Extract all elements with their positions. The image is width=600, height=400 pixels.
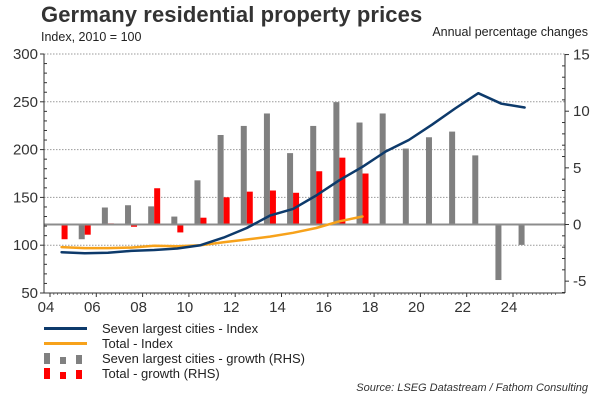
bar-total-growth-2010 bbox=[200, 217, 207, 225]
bar-seven-cities-growth-2024 bbox=[518, 224, 525, 245]
bar-series bbox=[61, 102, 525, 281]
left-tick-label: 50 bbox=[21, 285, 38, 302]
chart-title: Germany residential property prices bbox=[41, 2, 423, 27]
bar-seven-cities-growth-2017 bbox=[356, 122, 363, 225]
x-tick-label: 08 bbox=[130, 299, 147, 316]
bar-seven-cities-growth-2023 bbox=[495, 224, 502, 281]
bar-seven-cities-growth-2011 bbox=[217, 134, 224, 225]
x-tick-label: 20 bbox=[408, 299, 425, 316]
bar-total-growth-2005 bbox=[84, 224, 91, 235]
legend-label: Total - growth (RHS) bbox=[102, 366, 220, 381]
left-axis-label: Index, 2010 = 100 bbox=[41, 30, 142, 44]
right-tick-label: 15 bbox=[573, 47, 590, 64]
gridlines bbox=[44, 53, 565, 246]
total-index-line bbox=[60, 215, 364, 250]
right-tick-label: -5 bbox=[573, 273, 586, 290]
bar-total-growth-2016 bbox=[339, 157, 346, 225]
legend-swatch-red-bars bbox=[44, 366, 94, 381]
legend-swatch-navy-line bbox=[44, 321, 94, 336]
x-tick-label: 24 bbox=[501, 299, 518, 316]
legend-swatch-orange-line bbox=[44, 336, 94, 351]
x-tick-label: 10 bbox=[177, 299, 194, 316]
x-tick-label: 06 bbox=[84, 299, 101, 316]
bar-seven-cities-growth-2005 bbox=[78, 224, 85, 240]
legend-label: Total - Index bbox=[102, 336, 173, 351]
bar-total-growth-2009 bbox=[177, 224, 184, 233]
x-tick-label: 14 bbox=[269, 299, 286, 316]
bar-total-growth-2004 bbox=[61, 224, 68, 240]
bar-seven-cities-growth-2014 bbox=[287, 153, 294, 225]
seven-largest-cities-index-line bbox=[60, 91, 526, 255]
bar-total-growth-2017 bbox=[362, 173, 369, 225]
bar-seven-cities-growth-2009 bbox=[171, 216, 178, 225]
line-series bbox=[60, 91, 526, 255]
bar-seven-cities-growth-2015 bbox=[310, 125, 317, 225]
bar-seven-cities-growth-2019 bbox=[402, 148, 409, 225]
bar-seven-cities-growth-2008 bbox=[148, 206, 155, 225]
legend-item-seven-cities-index: Seven largest cities - Index bbox=[44, 321, 305, 336]
right-axis-label: Annual percentage changes bbox=[432, 25, 588, 39]
bar-seven-cities-growth-2006 bbox=[101, 207, 108, 225]
left-tick-label: 200 bbox=[13, 142, 38, 159]
bar-seven-cities-growth-2016 bbox=[333, 102, 340, 225]
legend-label: Seven largest cities - growth (RHS) bbox=[102, 351, 306, 366]
left-tick-label: 150 bbox=[13, 189, 38, 206]
bar-seven-cities-growth-2020 bbox=[425, 137, 432, 225]
right-tick-label: 5 bbox=[573, 160, 581, 177]
bar-total-growth-2015 bbox=[316, 171, 323, 225]
left-tick-label: 300 bbox=[13, 46, 38, 63]
right-tick-label: 10 bbox=[573, 103, 590, 120]
legend-item-total-growth: Total - growth (RHS) bbox=[44, 366, 305, 381]
bar-total-growth-2014 bbox=[293, 192, 300, 225]
bar-total-growth-2007 bbox=[131, 224, 138, 227]
right-tick-label: 0 bbox=[573, 217, 581, 234]
tick-labels: 50 100 150 200 250 300 -5 0 5 10 15 04 06 08 10 12 14 16 1… bbox=[13, 46, 590, 316]
legend-item-total-index: Total - Index bbox=[44, 336, 305, 351]
bar-seven-cities-growth-2012 bbox=[240, 125, 247, 225]
axes bbox=[40, 53, 569, 297]
bar-total-growth-2011 bbox=[223, 197, 230, 225]
left-tick-label: 100 bbox=[13, 237, 38, 254]
bar-seven-cities-growth-2013 bbox=[263, 113, 270, 225]
bar-total-growth-2008 bbox=[154, 188, 161, 225]
x-tick-label: 12 bbox=[223, 299, 240, 316]
legend: Seven largest cities - Index Total - Ind… bbox=[44, 321, 305, 381]
bar-total-growth-2013 bbox=[269, 190, 276, 225]
bar-seven-cities-growth-2007 bbox=[125, 205, 132, 225]
legend-label: Seven largest cities - Index bbox=[102, 321, 259, 336]
bar-total-growth-2012 bbox=[246, 191, 253, 225]
x-tick-label: 16 bbox=[315, 299, 332, 316]
x-tick-label: 04 bbox=[38, 299, 55, 316]
left-tick-label: 250 bbox=[13, 94, 38, 111]
legend-item-seven-cities-growth: Seven largest cities - growth (RHS) bbox=[44, 351, 305, 366]
legend-swatch-grey-bars bbox=[44, 351, 94, 366]
bar-seven-cities-growth-2018 bbox=[379, 113, 386, 225]
x-tick-label: 18 bbox=[362, 299, 379, 316]
x-tick-label: 22 bbox=[454, 299, 471, 316]
bar-seven-cities-growth-2010 bbox=[194, 180, 201, 225]
bar-seven-cities-growth-2021 bbox=[449, 131, 456, 225]
source-note: Source: LSEG Datastream / Fathom Consult… bbox=[356, 382, 588, 394]
bar-seven-cities-growth-2022 bbox=[472, 155, 479, 225]
